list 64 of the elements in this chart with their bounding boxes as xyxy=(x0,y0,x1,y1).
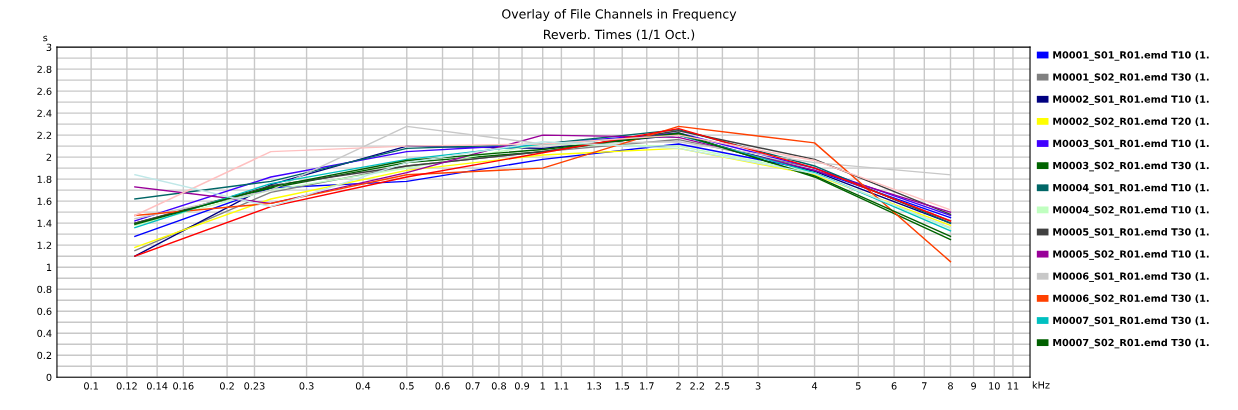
y-axis-title: s xyxy=(43,35,48,42)
x-tick-label: 10 xyxy=(989,382,1000,390)
y-tick-label: 2.4 xyxy=(37,109,52,117)
x-tick-label: 2.5 xyxy=(715,382,730,390)
x-tick-label: 1.3 xyxy=(587,382,602,390)
x-tick-label: 4 xyxy=(811,382,818,390)
x-tick-label: 0.9 xyxy=(514,382,530,390)
legend-label: M0002_S02_R01.emd T20 (1. xyxy=(1053,117,1209,128)
chart-subtitle: Reverb. Times (1/1 Oct.) xyxy=(544,29,695,41)
x-tick-label: 2 xyxy=(676,382,681,390)
y-tick-label: 0.8 xyxy=(37,285,52,294)
x-tick-label: 11 xyxy=(1007,382,1019,390)
legend-label: M0007_S02_R01.emd T30 (1. xyxy=(1053,338,1209,349)
y-tick-label: 1.4 xyxy=(37,219,52,227)
legend-label: M0005_S02_R01.emd T10 (1. xyxy=(1053,250,1209,260)
y-tick-label: 0 xyxy=(46,373,52,382)
y-tick-label: 2.2 xyxy=(37,131,52,139)
x-tick-label: 0.16 xyxy=(173,382,194,390)
x-axis-title: kHz xyxy=(1032,381,1050,389)
x-tick-label: 5 xyxy=(855,382,861,390)
legend-label: M0001_S02_R01.emd T30 (1. xyxy=(1053,73,1209,83)
y-tick-label: 1.8 xyxy=(37,175,52,183)
x-tick-label: 1 xyxy=(540,382,545,390)
y-tick-label: 2.6 xyxy=(37,87,52,95)
legend-label: M0004_S01_R01.emd T10 (1. xyxy=(1053,183,1209,194)
legend-label: M0005_S01_R01.emd T30 (1. xyxy=(1053,228,1209,238)
y-tick-label: 1 xyxy=(46,263,52,271)
legend-label: M0001_S01_R01.emd T10 (1. xyxy=(1053,51,1209,61)
x-tick-label: 3 xyxy=(755,382,761,390)
legend-label: M0003_S01_R01.emd T10 (1. xyxy=(1053,139,1209,150)
y-tick-label: 0.4 xyxy=(37,329,52,338)
legend-label: M0006_S02_R01.emd T30 (1. xyxy=(1053,294,1209,305)
legend-label: M0002_S01_R01.emd T10 (1. xyxy=(1053,95,1209,105)
y-tick-label: 1.2 xyxy=(37,241,52,249)
legend-label: M0007_S01_R01.emd T30 (1. xyxy=(1053,316,1209,327)
x-tick-label: 1.7 xyxy=(640,382,654,390)
y-tick-label: 3 xyxy=(46,43,52,51)
y-tick-label: 0.6 xyxy=(37,307,52,316)
x-tick-label: 0.2 xyxy=(219,382,234,390)
y-tick-label: 2 xyxy=(46,153,52,161)
y-tick-label: 0.2 xyxy=(37,351,52,360)
x-tick-label: 0.14 xyxy=(146,382,168,390)
legend-label: M0006_S01_R01.emd T30 (1. xyxy=(1053,272,1209,282)
x-tick-label: 2.2 xyxy=(690,382,705,390)
y-tick-label: 1.6 xyxy=(37,197,52,206)
x-tick-label: 1.5 xyxy=(615,382,630,390)
y-tick-label: 2.8 xyxy=(37,65,52,73)
x-tick-label: 0.4 xyxy=(355,382,371,390)
legend-label: M0004_S02_R01.emd T10 (1. xyxy=(1053,205,1209,216)
x-tick-label: 9 xyxy=(971,382,977,390)
x-tick-label: 0.1 xyxy=(84,382,98,390)
x-tick-label: 8 xyxy=(948,382,953,390)
x-tick-label: 0.8 xyxy=(491,382,507,390)
x-tick-label: 6 xyxy=(891,382,897,390)
chart-title: Overlay of File Channels in Frequency xyxy=(502,8,737,22)
x-tick-label: 0.23 xyxy=(244,382,265,390)
x-tick-label: 0.12 xyxy=(116,382,137,390)
x-tick-label: 0.7 xyxy=(465,382,480,390)
legend-label: M0003_S02_R01.emd T30 (1. xyxy=(1053,161,1209,172)
x-tick-label: 0.5 xyxy=(399,382,414,390)
x-tick-label: 0.3 xyxy=(299,382,314,390)
x-tick-label: 0.6 xyxy=(435,382,450,390)
x-tick-label: 1.1 xyxy=(554,382,569,390)
x-tick-label: 7 xyxy=(922,382,927,390)
